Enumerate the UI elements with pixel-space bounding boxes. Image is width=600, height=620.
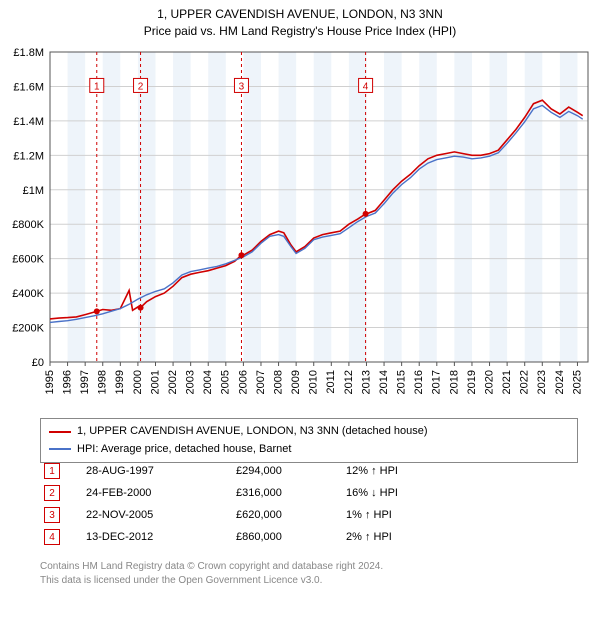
sale-diff: 1% ↑ HPI — [346, 509, 446, 521]
legend-row: 1, UPPER CAVENDISH AVENUE, LONDON, N3 3N… — [49, 423, 569, 441]
svg-text:1996: 1996 — [61, 370, 73, 394]
svg-text:2002: 2002 — [167, 370, 179, 394]
svg-text:£1.8M: £1.8M — [13, 47, 44, 59]
svg-text:£200K: £200K — [12, 323, 44, 335]
footer-note: Contains HM Land Registry data © Crown c… — [40, 560, 560, 588]
legend-label: HPI: Average price, detached house, Barn… — [77, 441, 291, 459]
sale-price: £294,000 — [236, 465, 346, 477]
svg-text:£0: £0 — [32, 357, 44, 369]
svg-text:2015: 2015 — [396, 370, 408, 394]
sale-row: 1 28-AUG-1997£294,00012% ↑ HPI — [40, 460, 560, 482]
legend: 1, UPPER CAVENDISH AVENUE, LONDON, N3 3N… — [40, 418, 578, 463]
legend-row: HPI: Average price, detached house, Barn… — [49, 441, 569, 459]
footer-line2: This data is licensed under the Open Gov… — [40, 574, 560, 588]
sales-table: 1 28-AUG-1997£294,00012% ↑ HPI 2 24-FEB-200… — [40, 460, 560, 548]
svg-text:2007: 2007 — [255, 370, 267, 394]
footer-line1: Contains HM Land Registry data © Crown c… — [40, 560, 560, 574]
svg-text:2012: 2012 — [343, 370, 355, 394]
svg-text:2000: 2000 — [132, 370, 144, 394]
sale-price: £316,000 — [236, 487, 346, 499]
svg-text:2010: 2010 — [308, 370, 320, 394]
svg-text:2013: 2013 — [360, 370, 372, 394]
svg-text:1995: 1995 — [44, 370, 56, 394]
sale-row: 3 22-NOV-2005£620,0001% ↑ HPI — [40, 504, 560, 526]
sale-badge: 2 — [44, 485, 60, 501]
svg-text:2020: 2020 — [483, 370, 495, 394]
svg-text:2022: 2022 — [519, 370, 531, 394]
svg-text:2004: 2004 — [202, 370, 214, 394]
svg-text:2: 2 — [138, 81, 144, 92]
svg-text:2014: 2014 — [378, 370, 390, 394]
sale-price: £860,000 — [236, 531, 346, 543]
sale-row: 4 13-DEC-2012£860,0002% ↑ HPI — [40, 526, 560, 548]
sale-row: 2 24-FEB-2000£316,00016% ↓ HPI — [40, 482, 560, 504]
svg-text:2005: 2005 — [220, 370, 232, 394]
svg-text:£600K: £600K — [12, 254, 44, 266]
sale-badge: 1 — [44, 463, 60, 479]
sale-date: 13-DEC-2012 — [86, 531, 236, 543]
svg-text:£800K: £800K — [12, 219, 44, 231]
sale-badge: 3 — [44, 507, 60, 523]
svg-text:2019: 2019 — [466, 370, 478, 394]
page-title: 1, UPPER CAVENDISH AVENUE, LONDON, N3 3N… — [0, 6, 600, 23]
svg-text:£1M: £1M — [23, 185, 44, 197]
sale-price: £620,000 — [236, 509, 346, 521]
legend-swatch — [49, 448, 71, 450]
svg-text:1997: 1997 — [79, 370, 91, 394]
svg-text:2025: 2025 — [571, 370, 583, 394]
page-subtitle: Price paid vs. HM Land Registry's House … — [0, 23, 600, 40]
legend-label: 1, UPPER CAVENDISH AVENUE, LONDON, N3 3N… — [77, 423, 428, 441]
svg-text:1999: 1999 — [114, 370, 126, 394]
svg-text:1: 1 — [94, 81, 100, 92]
svg-text:2001: 2001 — [149, 370, 161, 394]
svg-text:2011: 2011 — [325, 370, 337, 394]
svg-text:2016: 2016 — [413, 370, 425, 394]
svg-text:2023: 2023 — [536, 370, 548, 394]
svg-text:1998: 1998 — [97, 370, 109, 394]
sale-badge: 4 — [44, 529, 60, 545]
sale-date: 22-NOV-2005 — [86, 509, 236, 521]
svg-text:2021: 2021 — [501, 370, 513, 394]
svg-text:4: 4 — [363, 81, 369, 92]
svg-text:3: 3 — [239, 81, 245, 92]
svg-text:2018: 2018 — [448, 370, 460, 394]
svg-text:£400K: £400K — [12, 288, 44, 300]
svg-text:2003: 2003 — [185, 370, 197, 394]
sale-date: 24-FEB-2000 — [86, 487, 236, 499]
svg-text:2009: 2009 — [290, 370, 302, 394]
sale-date: 28-AUG-1997 — [86, 465, 236, 477]
svg-text:2006: 2006 — [237, 370, 249, 394]
price-chart: £0 £200K £400K £600K £800K £1M £1.2M £1.4M £1.6M… — [0, 44, 600, 414]
legend-swatch — [49, 431, 71, 433]
svg-text:£1.4M: £1.4M — [13, 116, 44, 128]
sale-diff: 12% ↑ HPI — [346, 465, 446, 477]
svg-text:£1.2M: £1.2M — [13, 150, 44, 162]
svg-text:2017: 2017 — [431, 370, 443, 394]
svg-text:£1.6M: £1.6M — [13, 81, 44, 93]
svg-text:2024: 2024 — [554, 370, 566, 394]
sale-diff: 16% ↓ HPI — [346, 487, 446, 499]
sale-diff: 2% ↑ HPI — [346, 531, 446, 543]
svg-text:2008: 2008 — [272, 370, 284, 394]
